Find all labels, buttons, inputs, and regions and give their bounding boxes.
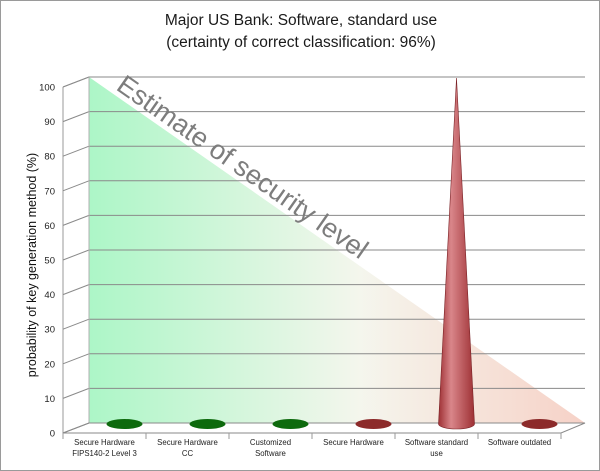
x-tick-label: Software outdated [488,438,551,447]
y-tick-label: 50 [44,256,55,267]
gridline-depth [62,387,90,399]
chart-title: Major US Bank: Software, standard use [164,12,438,29]
x-tick-label: Customized [250,438,291,447]
x-tick-label: FIPS140-2 Level 3 [72,449,137,458]
x-tick-label: use [430,449,443,458]
y-tick-label: 40 [44,290,55,301]
y-tick-label: 100 [39,83,55,94]
y-tick-label: 10 [44,394,55,405]
y-tick-label: 30 [44,325,55,336]
x-tick-label: Secure Hardware [323,438,384,447]
y-tick-label: 80 [44,152,55,163]
gridline-depth [62,353,90,365]
y-tick-label: 70 [44,186,55,197]
y-tick-label: 90 [44,117,55,128]
y-tick-label: 60 [44,221,55,232]
bar-base [521,419,558,429]
gridline-depth [62,318,90,330]
chart-subtitle: (certainty of correct classification: 96… [166,34,436,51]
gridline-depth [62,76,90,88]
y-tick-label: 0 [50,429,55,440]
bar-cone [438,77,475,430]
x-tick-label: CC [182,449,194,458]
gridline-depth [62,249,90,261]
x-tick-label: Software standard [405,438,468,447]
bar-base [189,419,226,429]
gridline-depth [62,214,90,226]
gridline-depth [62,180,90,192]
x-tick-label: Secure Hardware [74,438,135,447]
y-tick-label: 20 [44,359,55,370]
x-tick-label: Secure Hardware [157,438,218,447]
bar-base [355,419,392,429]
gridline-depth [62,111,90,123]
bar-base [272,419,309,429]
gridline-depth [62,284,90,296]
bar-base [106,419,143,429]
gridline-depth [62,145,90,157]
x-tick-label: Software [255,449,286,458]
